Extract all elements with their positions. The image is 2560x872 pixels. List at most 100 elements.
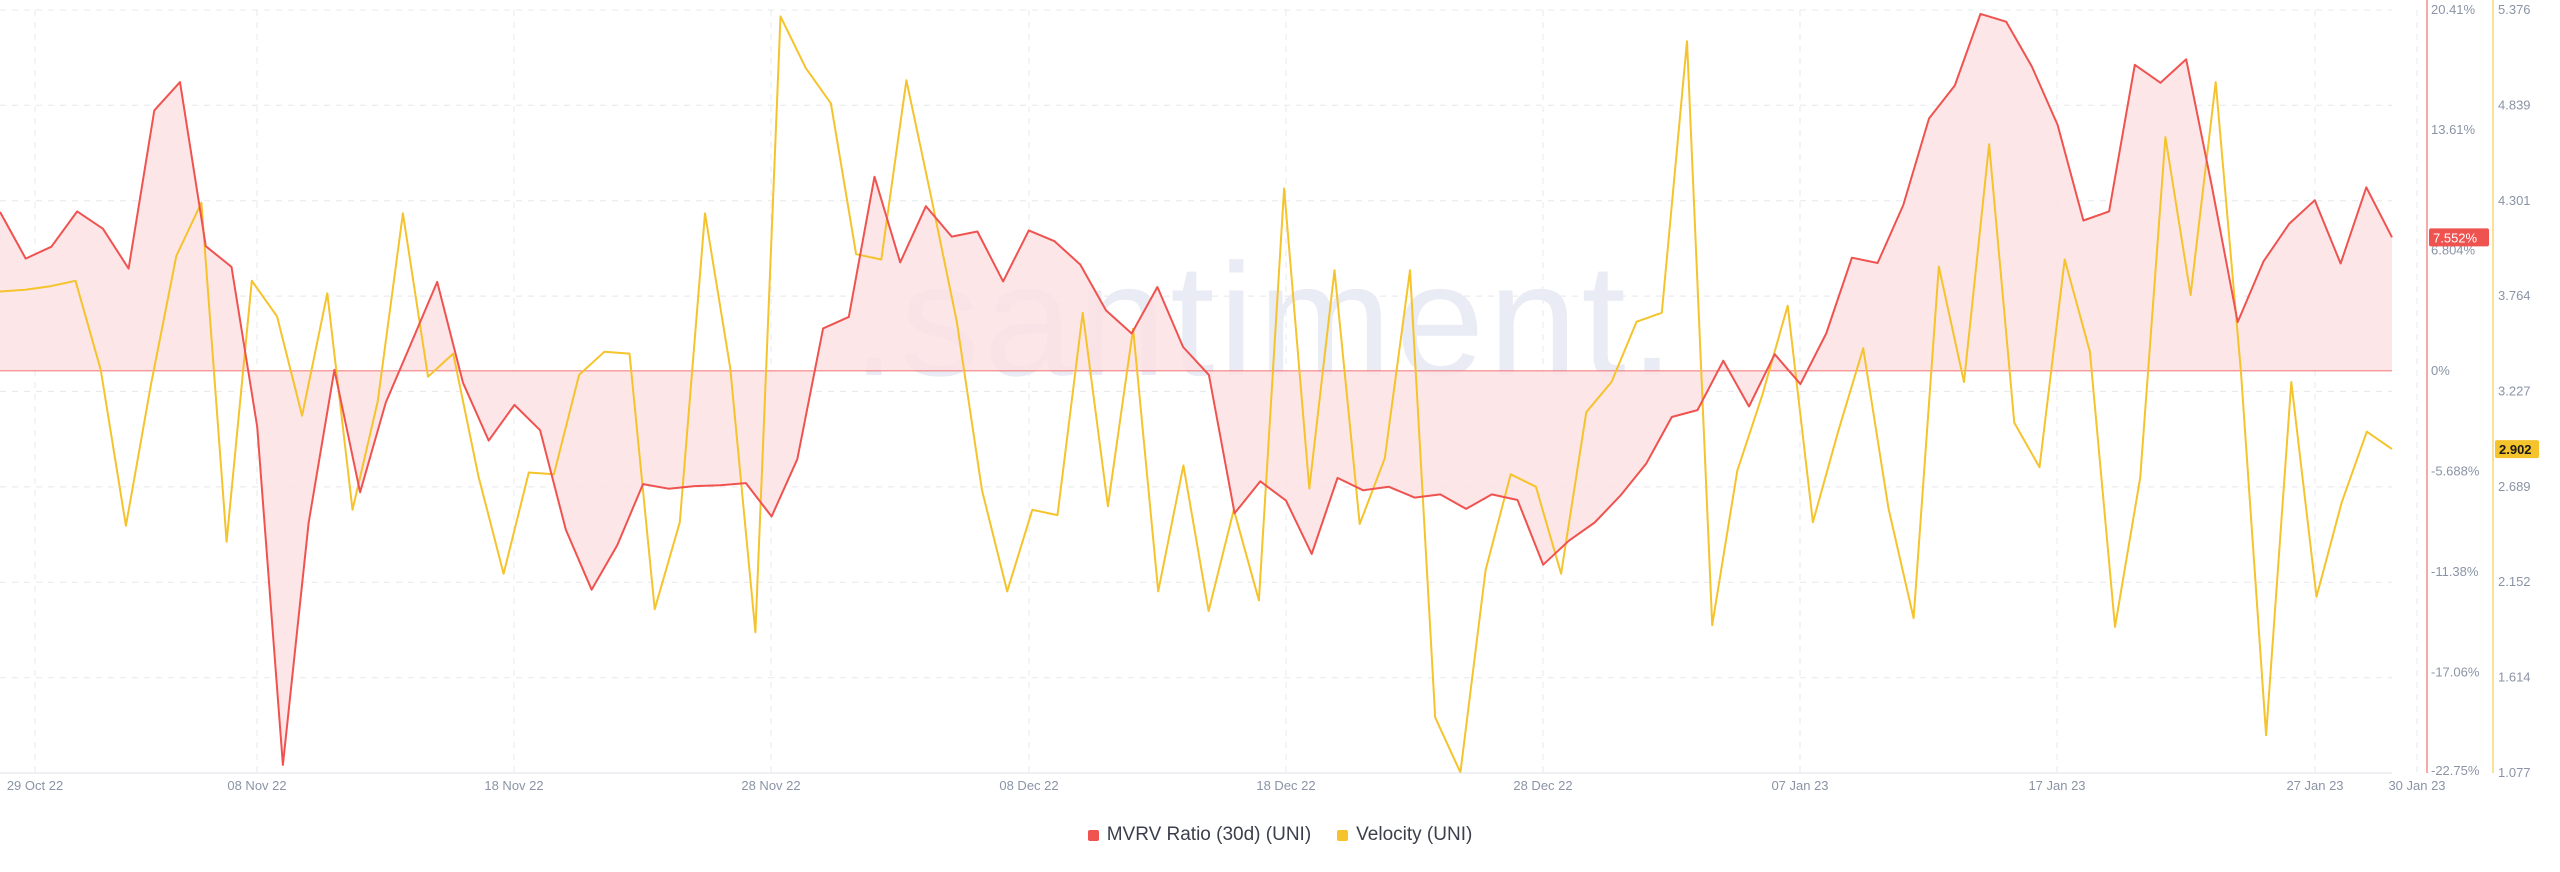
mvrv-point[interactable] (1154, 284, 1160, 290)
mvrv-point[interactable] (203, 243, 209, 249)
mvrv-point[interactable] (1849, 255, 1855, 261)
mvrv-point[interactable] (820, 325, 826, 331)
velocity-point[interactable] (148, 381, 154, 387)
velocity-point[interactable] (425, 374, 431, 380)
velocity-point[interactable] (1709, 622, 1715, 628)
velocity-point[interactable] (2062, 257, 2068, 263)
mvrv-point[interactable] (2286, 221, 2292, 227)
velocity-point[interactable] (1508, 471, 1514, 477)
velocity-point[interactable] (1231, 507, 1237, 513)
mvrv-point[interactable] (1797, 381, 1803, 387)
velocity-point[interactable] (299, 413, 305, 419)
mvrv-point[interactable] (2029, 64, 2035, 70)
mvrv-point[interactable] (1386, 484, 1392, 490)
velocity-point[interactable] (576, 372, 582, 378)
velocity-point[interactable] (2162, 134, 2168, 140)
velocity-point[interactable] (626, 351, 632, 357)
velocity-point[interactable] (752, 629, 758, 635)
velocity-point[interactable] (1483, 567, 1489, 573)
velocity-point[interactable] (1835, 429, 1841, 435)
velocity-point[interactable] (1583, 409, 1589, 415)
velocity-point[interactable] (2087, 349, 2093, 355)
mvrv-point[interactable] (949, 234, 955, 240)
velocity-point[interactable] (929, 196, 935, 202)
velocity-point[interactable] (1004, 588, 1010, 594)
velocity-point[interactable] (350, 507, 356, 513)
mvrv-point[interactable] (486, 438, 492, 444)
mvrv-point[interactable] (846, 314, 852, 320)
mvrv-point[interactable] (331, 367, 337, 373)
velocity-point[interactable] (853, 251, 859, 257)
mvrv-point[interactable] (614, 542, 620, 548)
velocity-point[interactable] (98, 367, 104, 373)
mvrv-point[interactable] (1695, 407, 1701, 413)
velocity-point[interactable] (73, 278, 79, 284)
mvrv-point[interactable] (563, 527, 569, 533)
mvrv-point[interactable] (2106, 208, 2112, 214)
mvrv-point[interactable] (1463, 506, 1469, 512)
velocity-point[interactable] (1432, 714, 1438, 720)
mvrv-point[interactable] (1206, 372, 1212, 378)
mvrv-point[interactable] (769, 513, 775, 519)
velocity-point[interactable] (979, 487, 985, 493)
velocity-point[interactable] (475, 473, 481, 479)
velocity-point[interactable] (2389, 446, 2395, 452)
mvrv-point[interactable] (2183, 56, 2189, 62)
mvrv-point[interactable] (1026, 227, 1032, 233)
mvrv-point[interactable] (1489, 491, 1495, 497)
mvrv-point[interactable] (1720, 358, 1726, 364)
mvrv-point[interactable] (1412, 495, 1418, 501)
velocity-point[interactable] (2112, 624, 2118, 630)
velocity-point[interactable] (1130, 326, 1136, 332)
mvrv-point[interactable] (280, 762, 286, 768)
mvrv-point[interactable] (2312, 197, 2318, 203)
mvrv-point[interactable] (1926, 116, 1932, 122)
velocity-point[interactable] (1281, 186, 1287, 192)
mvrv-point[interactable] (1643, 461, 1649, 467)
velocity-point[interactable] (1306, 485, 1312, 491)
velocity-point[interactable] (2188, 292, 2194, 298)
velocity-point[interactable] (1608, 379, 1614, 385)
mvrv-point[interactable] (923, 203, 929, 209)
velocity-point[interactable] (249, 278, 255, 284)
velocity-point[interactable] (1055, 512, 1061, 518)
mvrv-point[interactable] (48, 244, 54, 250)
mvrv-point[interactable] (2363, 184, 2369, 190)
velocity-point[interactable] (2137, 475, 2143, 481)
mvrv-point[interactable] (2209, 184, 2215, 190)
velocity-point[interactable] (2263, 732, 2269, 738)
velocity-point[interactable] (1634, 319, 1640, 325)
velocity-point[interactable] (903, 77, 909, 83)
mvrv-point[interactable] (100, 226, 106, 232)
velocity-point[interactable] (1760, 391, 1766, 397)
mvrv-point[interactable] (2158, 80, 2164, 86)
velocity-point[interactable] (22, 287, 28, 293)
mvrv-point[interactable] (383, 399, 389, 405)
velocity-point[interactable] (2011, 420, 2017, 426)
mvrv-point[interactable] (23, 256, 29, 262)
mvrv-point[interactable] (1566, 538, 1572, 544)
velocity-point[interactable] (828, 100, 834, 106)
velocity-point[interactable] (1659, 310, 1665, 316)
mvrv-point[interactable] (1900, 202, 1906, 208)
mvrv-point[interactable] (126, 266, 132, 272)
mvrv-point[interactable] (1952, 82, 1958, 88)
mvrv-point[interactable] (2003, 19, 2009, 25)
mvrv-point[interactable] (1669, 414, 1675, 420)
velocity-point[interactable] (1331, 267, 1337, 273)
velocity-point[interactable] (1986, 141, 1992, 147)
mvrv-point[interactable] (1309, 551, 1315, 557)
mvrv-point[interactable] (589, 587, 595, 593)
mvrv-point[interactable] (1000, 278, 1006, 284)
mvrv-point[interactable] (74, 208, 80, 214)
velocity-point[interactable] (1080, 310, 1086, 316)
velocity-point[interactable] (652, 606, 658, 612)
mvrv-point[interactable] (1823, 331, 1829, 337)
velocity-point[interactable] (1533, 484, 1539, 490)
mvrv-point[interactable] (434, 279, 440, 285)
velocity-point[interactable] (1558, 571, 1564, 577)
velocity-point[interactable] (778, 13, 784, 19)
mvrv-point[interactable] (666, 486, 672, 492)
velocity-point[interactable] (375, 399, 381, 405)
mvrv-point[interactable] (409, 339, 415, 345)
